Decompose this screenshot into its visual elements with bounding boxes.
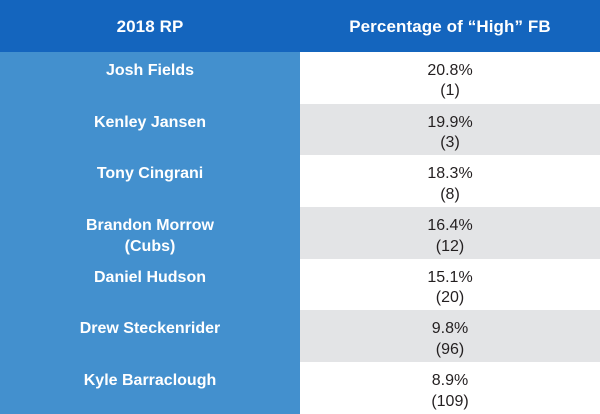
percentage-value: 19.9%	[427, 113, 473, 131]
cell-player-name: Kyle Barraclough	[0, 362, 300, 414]
rank-value: (1)	[440, 82, 460, 100]
rank-value: (20)	[435, 289, 465, 307]
rank-value: (8)	[440, 185, 460, 203]
table-row: Drew Steckenrider 9.8% (96)	[0, 310, 600, 363]
cell-player-name: Josh Fields	[0, 52, 300, 104]
cell-percentage: 8.9% (109)	[300, 362, 600, 414]
table-row: Kenley Jansen 19.9% (3)	[0, 103, 600, 156]
cell-percentage: 15.1% (20)	[300, 258, 600, 311]
player-name-line-1: Kenley Jansen	[93, 113, 207, 131]
player-name-line-2: (Cubs)	[124, 237, 176, 255]
player-name-line-1: Josh Fields	[105, 62, 195, 79]
cell-percentage: 20.8% (1)	[300, 52, 600, 104]
percentage-value: 8.9%	[431, 372, 469, 390]
cell-player-name: Drew Steckenrider	[0, 310, 300, 363]
percentage-value: 20.8%	[427, 62, 473, 79]
percentage-value: 18.3%	[427, 165, 473, 183]
cell-player-name: Daniel Hudson	[0, 258, 300, 311]
table-body: Josh Fields 20.8% (1) Kenley Jansen 19.9% (3)…	[0, 52, 600, 414]
cell-percentage: 18.3% (8)	[300, 155, 600, 208]
column-header-percentage: Percentage of “High” FB	[349, 16, 551, 36]
cell-percentage: 9.8% (96)	[300, 310, 600, 363]
rank-value: (12)	[435, 237, 465, 255]
cell-player-name: Brandon Morrow (Cubs)	[0, 207, 300, 259]
column-header-player: 2018 RP	[116, 16, 184, 36]
player-name-line-1: Kyle Barraclough	[83, 372, 217, 390]
player-name-line-1: Brandon Morrow	[86, 217, 214, 235]
table-row: Brandon Morrow (Cubs) 16.4% (12)	[0, 207, 600, 259]
table-row: Tony Cingrani 18.3% (8)	[0, 155, 600, 208]
percentage-value: 9.8%	[431, 320, 469, 338]
table-row: Daniel Hudson 15.1% (20)	[0, 258, 600, 311]
percentage-value: 16.4%	[427, 217, 473, 235]
table-row: Kyle Barraclough 8.9% (109)	[0, 362, 600, 414]
player-name-line-1: Tony Cingrani	[96, 165, 204, 183]
percentage-value: 15.1%	[427, 268, 473, 286]
cell-player-name: Kenley Jansen	[0, 103, 300, 156]
rank-value: (96)	[435, 340, 465, 358]
player-name-line-1: Drew Steckenrider	[79, 320, 221, 338]
cell-percentage: 16.4% (12)	[300, 207, 600, 259]
rank-value: (109)	[431, 392, 469, 410]
player-name-line-1: Daniel Hudson	[93, 268, 206, 286]
cell-percentage: 19.9% (3)	[300, 103, 600, 156]
rank-value: (3)	[440, 134, 460, 152]
table-row: Josh Fields 20.8% (1)	[0, 52, 600, 104]
table-header-row: 2018 RP Percentage of “High” FB	[0, 0, 600, 52]
cell-player-name: Tony Cingrani	[0, 155, 300, 208]
